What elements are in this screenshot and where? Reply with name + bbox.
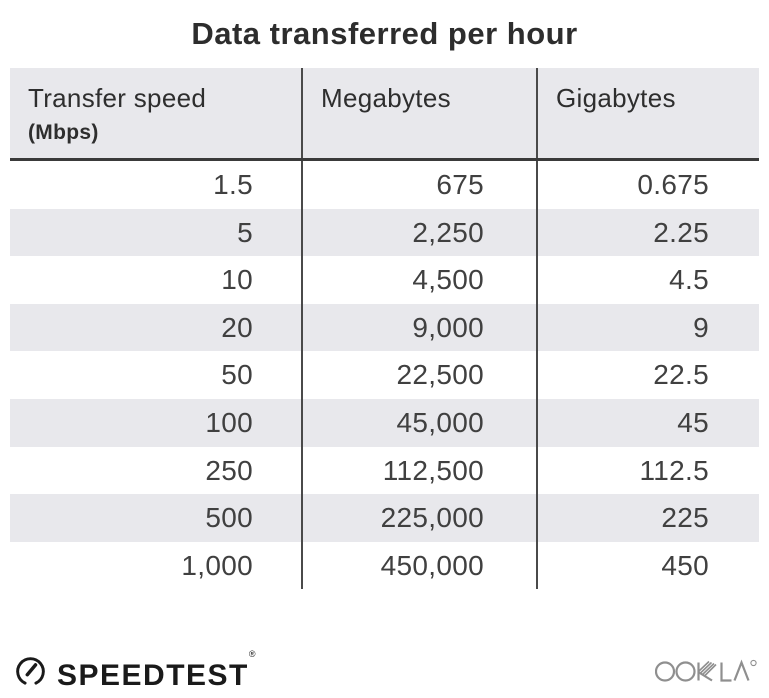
cell-gigabytes: 4.5 [669,264,709,296]
cell-megabytes: 22,500 [303,351,538,399]
table-row: 250 112,500 112.5 [10,446,759,495]
cell-transfer-speed: 20 [10,303,303,352]
cell-transfer-speed: 10 [10,256,303,304]
cell-transfer-speed: 1.5 [10,161,303,209]
ookla-wordmark-icon [655,659,757,682]
page-title: Data transferred per hour [191,16,578,51]
speedtest-label: SPEEDTEST [57,659,249,692]
speedtest-logo: SPEEDTEST® [14,649,256,693]
cell-megabytes: 9,000 [303,303,538,352]
table-row: 1.5 675 0.675 [10,161,759,209]
cell-megabytes: 675 [303,161,538,209]
cell-gigabytes: 2.25 [653,216,709,248]
col-header-label: Gigabytes [556,83,676,113]
cell-gigabytes: 112.5 [639,454,709,486]
table-row: 20 9,000 9 [10,303,759,352]
table-row: 50 22,500 22.5 [10,351,759,399]
table-row: 100 45,000 45 [10,398,759,447]
cell-gigabytes: 22.5 [653,359,709,391]
table-row: 1,000 450,000 450 [10,541,759,590]
table-header-row: Transfer speed (Mbps) Megabytes Gigabyte… [10,68,759,161]
cell-transfer-speed: 250 [10,446,303,495]
cell-megabytes: 225,000 [303,494,538,542]
cell-transfer-speed: 50 [10,351,303,399]
cell-megabytes: 112,500 [303,446,538,495]
cell-transfer-speed: 500 [10,494,303,542]
col-header-transfer-speed: Transfer speed (Mbps) [10,68,303,158]
cell-transfer-speed: 5 [10,208,303,257]
cell-gigabytes: 450 [661,549,709,581]
table-row: 500 225,000 225 [10,494,759,542]
cell-gigabytes: 225 [661,502,709,534]
registered-trademark-icon: ® [248,649,256,659]
cell-megabytes: 450,000 [303,541,538,590]
ookla-logo [655,655,757,687]
col-header-label: Transfer speed [28,83,207,113]
cell-megabytes: 4,500 [303,256,538,304]
cell-transfer-speed: 100 [10,398,303,447]
col-header-label: Megabytes [321,83,451,113]
cell-gigabytes: 0.675 [637,169,709,200]
speedtest-wordmark: SPEEDTEST® [57,649,256,693]
col-header-megabytes: Megabytes [303,68,538,158]
cell-megabytes: 45,000 [303,398,538,447]
table-row: 5 2,250 2.25 [10,208,759,257]
cell-transfer-speed: 1,000 [10,541,303,590]
col-header-unit: (Mbps) [28,121,99,144]
data-table: Transfer speed (Mbps) Megabytes Gigabyte… [10,68,759,590]
cell-gigabytes: 9 [693,311,709,343]
footer: SPEEDTEST® [14,649,757,693]
table-row: 10 4,500 4.5 [10,256,759,304]
col-header-gigabytes: Gigabytes [538,68,759,158]
table-body: 1.5 675 0.675 5 2,250 2.25 10 4,500 4.5 20 9,000 9 5… [10,161,759,590]
speedometer-gauge-icon [16,656,45,685]
cell-gigabytes: 45 [677,406,709,438]
cell-megabytes: 2,250 [303,208,538,257]
